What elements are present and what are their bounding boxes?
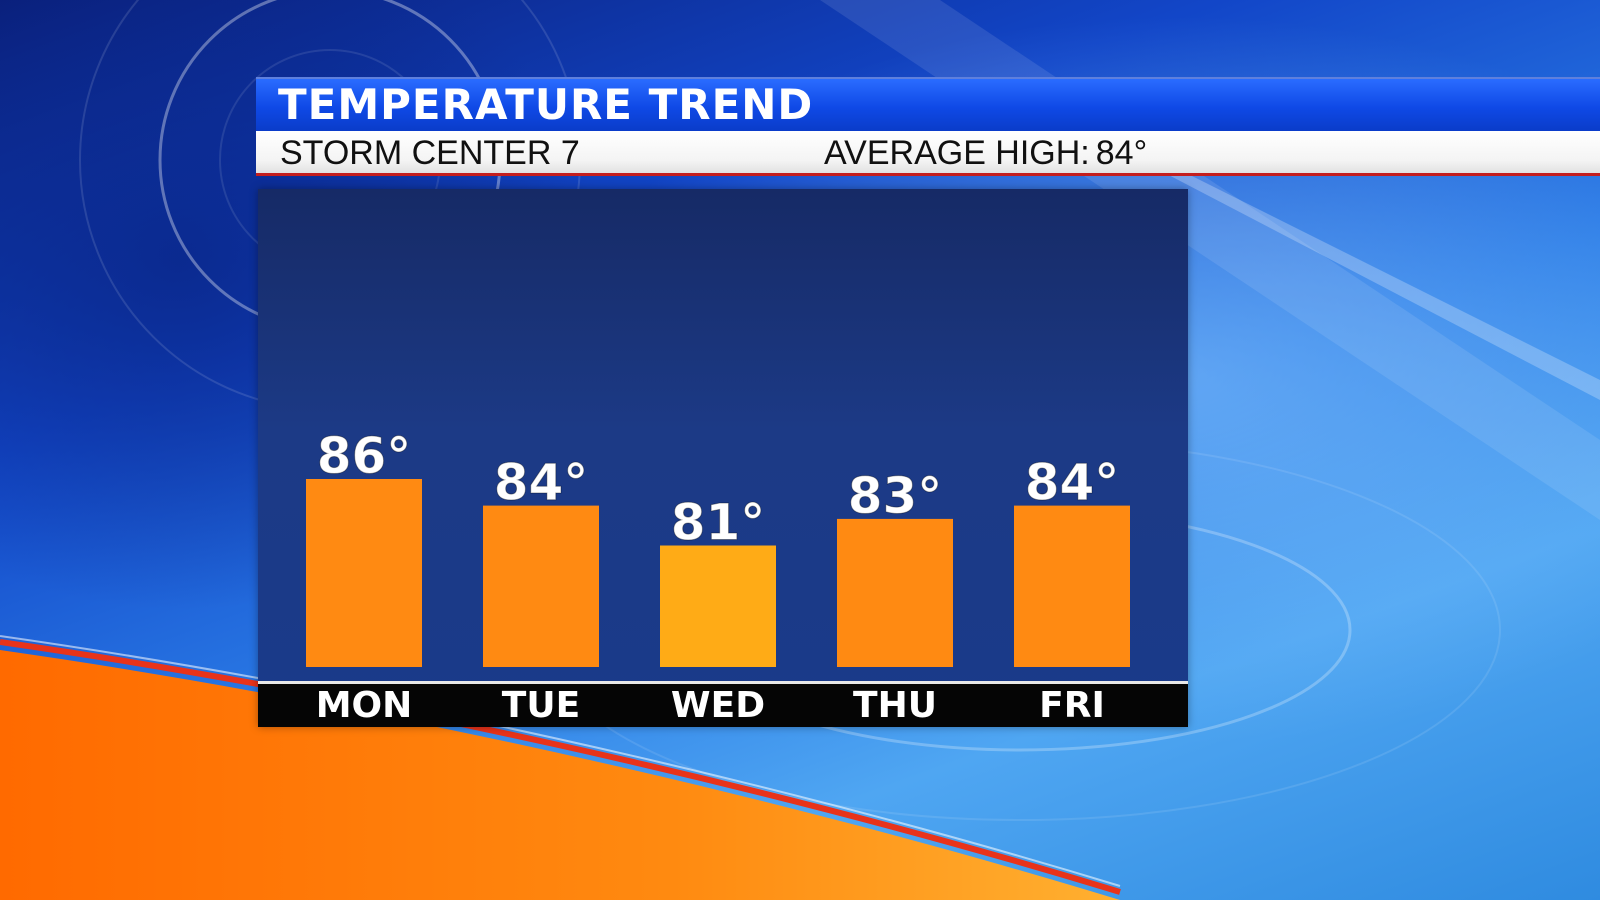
bar-thu [837, 518, 953, 667]
average-high: AVERAGE HIGH: 84° [824, 134, 1147, 172]
chart-title: TEMPERATURE TREND [278, 80, 814, 129]
day-label-fri: FRI [1039, 685, 1105, 726]
value-label-thu: 83° [848, 467, 943, 525]
day-label-mon: MON [316, 685, 413, 726]
station-name: STORM CENTER 7 [280, 134, 580, 172]
value-label-fri: 84° [1025, 454, 1120, 512]
value-label-mon: 86° [317, 427, 412, 485]
bar-wed [660, 545, 776, 667]
bar-chart: 86° MON 84° TUE 81° WED 83° THU 84° FRI [306, 427, 1130, 726]
day-label-tue: TUE [502, 685, 580, 726]
day-label-thu: THU [853, 685, 937, 726]
subtitle-bar: STORM CENTER 7 AVERAGE HIGH: 84° [256, 131, 1600, 176]
day-label-strip [258, 681, 1188, 727]
bar-mon [306, 479, 422, 667]
value-label-tue: 84° [494, 454, 589, 512]
title-bar: TEMPERATURE TREND [256, 77, 1600, 131]
day-label-wed: WED [671, 685, 765, 726]
average-high-label: AVERAGE HIGH: [824, 134, 1090, 172]
bar-tue [483, 505, 599, 667]
value-label-wed: 81° [671, 494, 766, 552]
average-high-value: 84° [1095, 134, 1148, 172]
chart-panel: 86° MON 84° TUE 81° WED 83° THU 84° FRI [258, 189, 1188, 727]
bar-fri [1014, 505, 1130, 667]
